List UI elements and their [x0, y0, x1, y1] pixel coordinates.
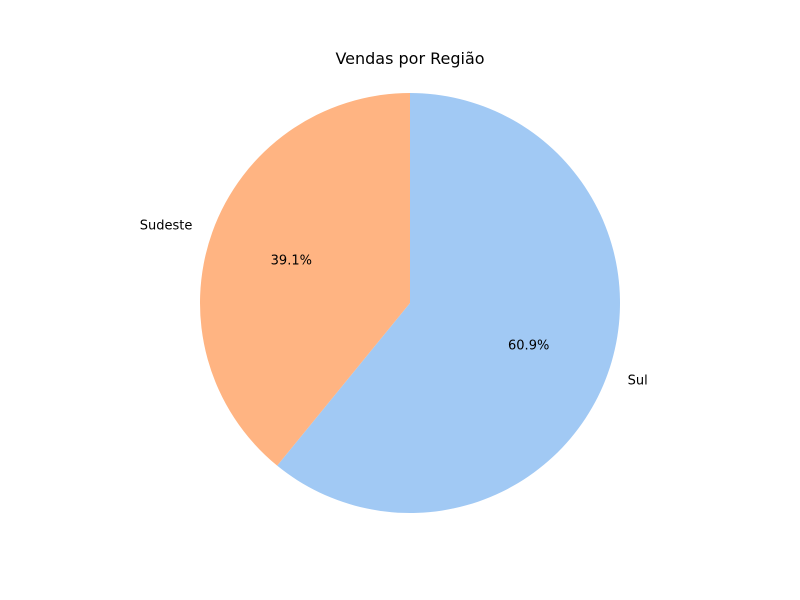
pie-slice-sul	[277, 93, 621, 513]
category-label-sudeste: Sudeste	[140, 218, 193, 233]
pie-labels: Sul 60.9% Sudeste 39.1%	[140, 218, 648, 388]
percent-label-sudeste: 39.1%	[271, 254, 312, 269]
percent-label-sul: 60.9%	[508, 338, 549, 353]
pie-slice-sudeste	[200, 93, 410, 466]
chart-title: Vendas por Região	[335, 49, 484, 68]
pie-slices	[200, 93, 621, 513]
category-label-sul: Sul	[628, 374, 648, 389]
